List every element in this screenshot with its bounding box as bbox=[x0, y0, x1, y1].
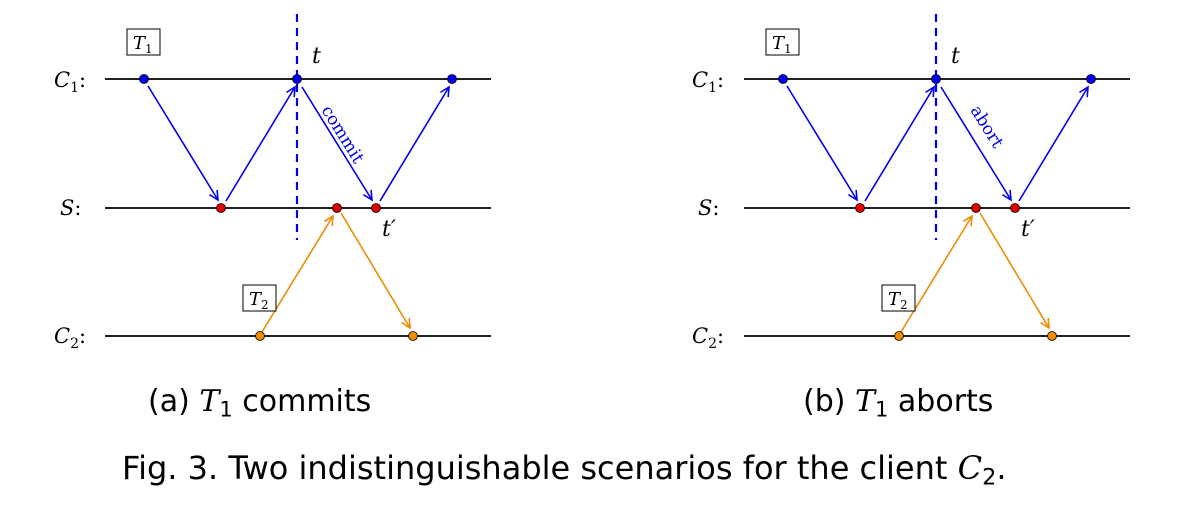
transaction-label-t1: T1 bbox=[772, 33, 792, 56]
message-arrow-c2-to-s bbox=[900, 214, 973, 333]
message-arrow-s-to-c1-reply bbox=[1018, 85, 1089, 202]
transaction-label-t2: T2 bbox=[888, 289, 908, 312]
event-dot-c2 bbox=[408, 331, 418, 341]
message-label-commit: commit bbox=[317, 102, 368, 167]
event-dot-c1 bbox=[1086, 74, 1096, 84]
event-dot-c2 bbox=[1047, 331, 1057, 341]
panel-a: C1: S: C2: T1 t commit T2 t′ bbox=[54, 14, 491, 352]
event-dot-server bbox=[971, 203, 981, 213]
figure-caption: Fig. 3. Two indistinguishable scenarios … bbox=[122, 449, 1007, 491]
lane-label-c1: C1: bbox=[54, 68, 86, 96]
time-label-t: t bbox=[951, 44, 960, 69]
message-arrow-s-to-c1-reply bbox=[379, 85, 450, 202]
lane-label-s: S: bbox=[60, 196, 81, 220]
event-dot-server bbox=[332, 203, 342, 213]
message-arrow-c1-to-s bbox=[786, 85, 858, 202]
message-arrow-s-to-c1 bbox=[864, 85, 935, 202]
message-arrow-c1-to-s bbox=[147, 85, 219, 202]
transaction-box-t2 bbox=[242, 284, 277, 312]
message-arrow-commit bbox=[301, 86, 373, 202]
message-arrow-c2-to-s bbox=[261, 214, 334, 333]
transaction-box-t1 bbox=[765, 28, 800, 56]
message-label-abort: abort bbox=[966, 102, 1008, 152]
lane-label-c2: C2: bbox=[692, 324, 724, 352]
event-dot-c1 bbox=[447, 74, 457, 84]
subcaption-a: (a) T1 commits bbox=[148, 384, 372, 422]
message-arrow-s-to-c2 bbox=[340, 212, 411, 330]
subcaption-b: (b) T1 aborts bbox=[803, 384, 994, 422]
lane-label-c1: C1: bbox=[692, 68, 724, 96]
time-label-tprime: t′ bbox=[382, 217, 396, 242]
lane-label-s: S: bbox=[698, 196, 719, 220]
message-arrow-s-to-c2 bbox=[979, 212, 1050, 330]
transaction-label-t1: T1 bbox=[133, 33, 153, 56]
message-arrow-abort bbox=[940, 86, 1012, 202]
event-dot-server bbox=[216, 203, 226, 213]
time-label-tprime: t′ bbox=[1021, 217, 1035, 242]
event-dot-c1 bbox=[931, 74, 941, 84]
event-dot-c1 bbox=[778, 74, 788, 84]
transaction-box-t1 bbox=[126, 28, 161, 56]
event-dot-server bbox=[1010, 203, 1020, 213]
transaction-box-t2 bbox=[881, 284, 916, 312]
event-dot-server bbox=[371, 203, 381, 213]
panel-b: C1: S: C2: T1 t abort T2 t′ bbox=[692, 14, 1130, 352]
event-dot-server bbox=[855, 203, 865, 213]
event-dot-c1 bbox=[139, 74, 149, 84]
event-dot-c2 bbox=[894, 331, 904, 341]
event-dot-c2 bbox=[255, 331, 265, 341]
event-dot-c1 bbox=[292, 74, 302, 84]
time-label-t: t bbox=[312, 44, 321, 69]
message-arrow-s-to-c1 bbox=[225, 85, 296, 202]
transaction-label-t2: T2 bbox=[249, 289, 269, 312]
lane-label-c2: C2: bbox=[54, 324, 86, 352]
